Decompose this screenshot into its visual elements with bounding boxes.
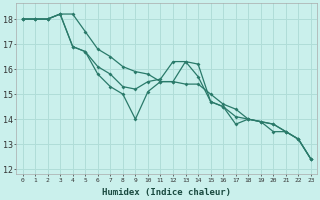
X-axis label: Humidex (Indice chaleur): Humidex (Indice chaleur): [102, 188, 231, 197]
